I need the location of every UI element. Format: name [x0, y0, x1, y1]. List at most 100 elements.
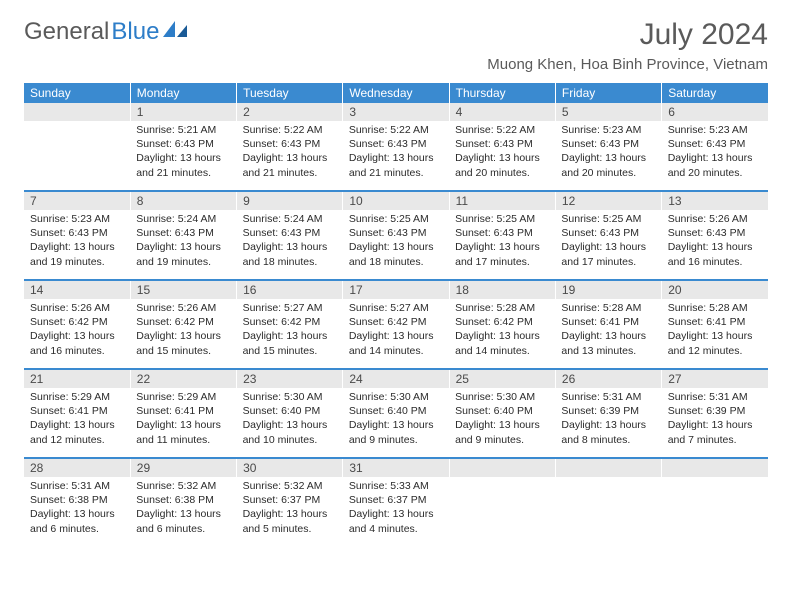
day-detail-cell: Sunrise: 5:28 AMSunset: 6:41 PMDaylight:… [555, 299, 661, 369]
day-detail-cell: Sunrise: 5:31 AMSunset: 6:38 PMDaylight:… [24, 477, 130, 547]
day-detail-row: Sunrise: 5:23 AMSunset: 6:43 PMDaylight:… [24, 210, 768, 280]
day-number-row: 78910111213 [24, 191, 768, 210]
location: Muong Khen, Hoa Binh Province, Vietnam [487, 56, 768, 73]
sunrise-text: Sunrise: 5:24 AM [136, 212, 230, 226]
day-number-cell: 30 [237, 458, 343, 477]
sunrise-text: Sunrise: 5:29 AM [136, 390, 230, 404]
sunset-text: Sunset: 6:43 PM [30, 226, 124, 240]
day-number-cell: 31 [343, 458, 449, 477]
day-number-cell: 9 [237, 191, 343, 210]
weekday-header: Thursday [449, 83, 555, 103]
sunrise-text: Sunrise: 5:28 AM [561, 301, 655, 315]
day-number-cell: 15 [130, 280, 236, 299]
day-number-cell: 16 [237, 280, 343, 299]
sunrise-text: Sunrise: 5:26 AM [30, 301, 124, 315]
sunrise-text: Sunrise: 5:27 AM [243, 301, 337, 315]
daylight-text: Daylight: 13 hours and 20 minutes. [561, 151, 655, 179]
daylight-text: Daylight: 13 hours and 21 minutes. [243, 151, 337, 179]
day-detail-cell: Sunrise: 5:26 AMSunset: 6:42 PMDaylight:… [24, 299, 130, 369]
daylight-text: Daylight: 13 hours and 17 minutes. [455, 240, 549, 268]
day-detail-row: Sunrise: 5:31 AMSunset: 6:38 PMDaylight:… [24, 477, 768, 547]
sunrise-text: Sunrise: 5:23 AM [668, 123, 762, 137]
sunset-text: Sunset: 6:37 PM [243, 493, 337, 507]
day-number-cell: 10 [343, 191, 449, 210]
day-detail-row: Sunrise: 5:29 AMSunset: 6:41 PMDaylight:… [24, 388, 768, 458]
sunrise-text: Sunrise: 5:26 AM [136, 301, 230, 315]
day-detail-cell [24, 121, 130, 191]
month-title: July 2024 [487, 18, 768, 52]
sunset-text: Sunset: 6:43 PM [349, 226, 443, 240]
sunrise-text: Sunrise: 5:29 AM [30, 390, 124, 404]
day-detail-cell: Sunrise: 5:22 AMSunset: 6:43 PMDaylight:… [237, 121, 343, 191]
daylight-text: Daylight: 13 hours and 18 minutes. [243, 240, 337, 268]
daylight-text: Daylight: 13 hours and 16 minutes. [30, 329, 124, 357]
sunrise-text: Sunrise: 5:28 AM [668, 301, 762, 315]
day-number-cell: 20 [662, 280, 768, 299]
day-detail-cell: Sunrise: 5:25 AMSunset: 6:43 PMDaylight:… [343, 210, 449, 280]
day-detail-cell: Sunrise: 5:30 AMSunset: 6:40 PMDaylight:… [237, 388, 343, 458]
daylight-text: Daylight: 13 hours and 21 minutes. [136, 151, 230, 179]
day-number-cell: 3 [343, 103, 449, 121]
sunset-text: Sunset: 6:38 PM [30, 493, 124, 507]
sunset-text: Sunset: 6:43 PM [561, 137, 655, 151]
weekday-header: Wednesday [343, 83, 449, 103]
day-number-cell: 19 [555, 280, 661, 299]
sunrise-text: Sunrise: 5:30 AM [243, 390, 337, 404]
daylight-text: Daylight: 13 hours and 14 minutes. [455, 329, 549, 357]
day-number-cell: 22 [130, 369, 236, 388]
sunrise-text: Sunrise: 5:22 AM [455, 123, 549, 137]
day-detail-cell: Sunrise: 5:27 AMSunset: 6:42 PMDaylight:… [237, 299, 343, 369]
daylight-text: Daylight: 13 hours and 19 minutes. [30, 240, 124, 268]
sunset-text: Sunset: 6:43 PM [349, 137, 443, 151]
sunrise-text: Sunrise: 5:23 AM [561, 123, 655, 137]
sunrise-text: Sunrise: 5:24 AM [243, 212, 337, 226]
day-detail-cell: Sunrise: 5:26 AMSunset: 6:42 PMDaylight:… [130, 299, 236, 369]
day-number-cell: 5 [555, 103, 661, 121]
day-number-cell: 17 [343, 280, 449, 299]
title-block: July 2024 Muong Khen, Hoa Binh Province,… [487, 18, 768, 73]
daylight-text: Daylight: 13 hours and 18 minutes. [349, 240, 443, 268]
day-detail-cell: Sunrise: 5:23 AMSunset: 6:43 PMDaylight:… [662, 121, 768, 191]
day-detail-row: Sunrise: 5:21 AMSunset: 6:43 PMDaylight:… [24, 121, 768, 191]
day-number-row: 21222324252627 [24, 369, 768, 388]
sunrise-text: Sunrise: 5:25 AM [349, 212, 443, 226]
daylight-text: Daylight: 13 hours and 9 minutes. [455, 418, 549, 446]
daylight-text: Daylight: 13 hours and 14 minutes. [349, 329, 443, 357]
day-number-cell: 12 [555, 191, 661, 210]
sunset-text: Sunset: 6:40 PM [455, 404, 549, 418]
sunrise-text: Sunrise: 5:25 AM [561, 212, 655, 226]
daylight-text: Daylight: 13 hours and 20 minutes. [455, 151, 549, 179]
day-detail-cell: Sunrise: 5:25 AMSunset: 6:43 PMDaylight:… [555, 210, 661, 280]
sunrise-text: Sunrise: 5:21 AM [136, 123, 230, 137]
sunset-text: Sunset: 6:42 PM [455, 315, 549, 329]
day-detail-row: Sunrise: 5:26 AMSunset: 6:42 PMDaylight:… [24, 299, 768, 369]
sunset-text: Sunset: 6:41 PM [136, 404, 230, 418]
day-detail-cell: Sunrise: 5:32 AMSunset: 6:38 PMDaylight:… [130, 477, 236, 547]
daylight-text: Daylight: 13 hours and 10 minutes. [243, 418, 337, 446]
day-number-cell: 11 [449, 191, 555, 210]
day-number-cell: 18 [449, 280, 555, 299]
day-number-cell: 1 [130, 103, 236, 121]
day-number-row: 123456 [24, 103, 768, 121]
day-detail-cell: Sunrise: 5:33 AMSunset: 6:37 PMDaylight:… [343, 477, 449, 547]
sunrise-text: Sunrise: 5:31 AM [30, 479, 124, 493]
sunrise-text: Sunrise: 5:22 AM [243, 123, 337, 137]
weekday-row: SundayMondayTuesdayWednesdayThursdayFrid… [24, 83, 768, 103]
day-number-cell: 4 [449, 103, 555, 121]
sunrise-text: Sunrise: 5:30 AM [349, 390, 443, 404]
day-number-cell: 24 [343, 369, 449, 388]
daylight-text: Daylight: 13 hours and 19 minutes. [136, 240, 230, 268]
brand-text-2: Blue [111, 18, 159, 46]
sunset-text: Sunset: 6:39 PM [668, 404, 762, 418]
sunset-text: Sunset: 6:42 PM [30, 315, 124, 329]
day-number-cell: 6 [662, 103, 768, 121]
sunrise-text: Sunrise: 5:22 AM [349, 123, 443, 137]
day-number-cell: 26 [555, 369, 661, 388]
sunset-text: Sunset: 6:41 PM [561, 315, 655, 329]
day-number-cell: 8 [130, 191, 236, 210]
sunset-text: Sunset: 6:43 PM [668, 137, 762, 151]
day-number-cell: 25 [449, 369, 555, 388]
day-detail-cell [449, 477, 555, 547]
day-detail-cell: Sunrise: 5:28 AMSunset: 6:42 PMDaylight:… [449, 299, 555, 369]
sunset-text: Sunset: 6:43 PM [455, 226, 549, 240]
